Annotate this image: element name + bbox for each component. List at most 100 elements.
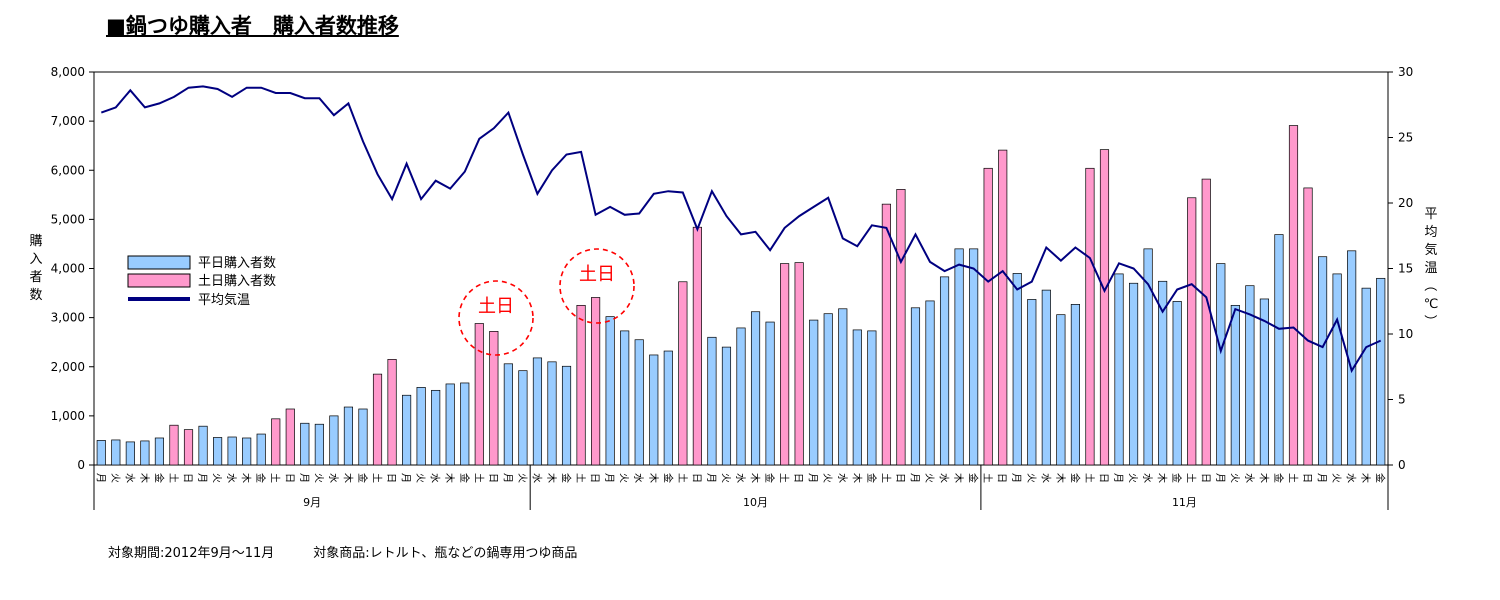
- x-tick-label: 日: [283, 473, 294, 483]
- weekday-bar: [242, 437, 252, 466]
- weekend-bar: [1303, 187, 1313, 466]
- weekend-bar: [576, 304, 586, 466]
- weekday-bar: [198, 425, 208, 466]
- weekend-bar: [780, 263, 790, 466]
- x-tick-label: 木: [952, 473, 964, 483]
- x-tick-label: 日: [792, 473, 803, 483]
- x-tick-label: 月: [909, 473, 921, 483]
- weekday-bar: [809, 319, 819, 466]
- y-right-label-char: ℃: [1424, 297, 1439, 312]
- y-left-tick-label: 5,000: [51, 212, 85, 226]
- weekday-bar: [1056, 314, 1066, 466]
- weekday-bar: [925, 300, 935, 466]
- y-left-tick-label: 6,000: [51, 163, 85, 177]
- weekday-bar: [1027, 299, 1037, 466]
- month-label: 9月: [303, 496, 321, 509]
- weekday-bar: [96, 440, 106, 466]
- weekday-bar: [1216, 263, 1226, 466]
- weekday-bar: [329, 415, 339, 466]
- x-tick-label: 火: [1330, 473, 1342, 483]
- x-tick-label: 土: [167, 473, 180, 483]
- x-tick-label: 日: [182, 473, 193, 483]
- x-tick-label: 水: [836, 473, 848, 483]
- weekend-bar: [794, 262, 804, 466]
- x-tick-label: 金: [967, 473, 980, 483]
- weekday-bar: [227, 436, 237, 466]
- weekday-bar: [561, 365, 572, 466]
- weekday-bar: [1143, 248, 1153, 466]
- y-right-label-char: （: [1422, 278, 1437, 291]
- weekday-bar: [765, 321, 775, 466]
- x-tick-label: 火: [1025, 473, 1037, 483]
- weekday-bar: [532, 357, 543, 466]
- legend-weekday-swatch: [127, 255, 191, 270]
- annotation-circle: [458, 280, 534, 356]
- weekend-bar: [983, 167, 993, 466]
- weekday-bar: [416, 387, 426, 466]
- page-title: ■鍋つゆ購入者 購入者数推移: [106, 14, 399, 38]
- weekday-bar: [663, 350, 673, 466]
- weekday-bar: [1012, 273, 1022, 466]
- x-tick-label: 木: [850, 473, 862, 483]
- weekend-bar: [474, 323, 484, 466]
- weekday-bar: [823, 313, 833, 466]
- x-tick-label: 水: [225, 473, 237, 483]
- x-tick-label: 月: [1214, 473, 1226, 483]
- x-tick-label: 木: [1257, 473, 1269, 483]
- weekday-bar: [707, 336, 717, 466]
- x-tick-label: 水: [1141, 473, 1153, 483]
- weekday-bar: [1041, 289, 1051, 466]
- weekday-bar: [1114, 273, 1124, 466]
- weekday-bar: [649, 354, 659, 466]
- x-tick-label: 木: [1156, 473, 1168, 483]
- y-right-tick-label: 30: [1398, 65, 1413, 79]
- weekday-bar: [1172, 301, 1182, 466]
- y-right-tick-label: 5: [1398, 393, 1406, 407]
- x-tick-label: 木: [341, 473, 353, 483]
- weekday-bar: [634, 339, 644, 466]
- x-tick-label: 火: [312, 473, 324, 483]
- x-tick-label: 金: [1068, 473, 1081, 483]
- month-label: 10月: [743, 496, 768, 509]
- y-right-label-char: 気: [1424, 242, 1437, 258]
- weekday-bar: [154, 437, 164, 466]
- legend-weekend-label: 土日購入者数: [198, 274, 276, 289]
- x-tick-label: 金: [152, 473, 165, 483]
- x-tick-label: 月: [1010, 473, 1022, 483]
- weekday-bar: [358, 408, 368, 466]
- x-tick-label: 月: [400, 473, 412, 483]
- weekday-bar: [954, 248, 964, 466]
- weekend-bar: [591, 297, 601, 466]
- weekday-bar: [140, 440, 150, 466]
- x-tick-label: 土: [371, 473, 384, 483]
- y-left-tick-label: 4,000: [51, 262, 85, 276]
- y-left-tick-label: 0: [77, 458, 85, 472]
- weekday-bar: [1245, 285, 1255, 466]
- weekday-bar: [910, 307, 921, 466]
- weekend-bar: [1288, 125, 1299, 466]
- x-tick-label: 土: [269, 473, 282, 483]
- weekend-bar: [387, 359, 397, 466]
- x-tick-label: 日: [487, 473, 498, 483]
- y-right-label-char: ）: [1422, 314, 1437, 327]
- weekday-bar: [852, 329, 862, 466]
- weekend-bar: [271, 418, 281, 466]
- weekday-bar: [111, 439, 121, 466]
- x-tick-label: 金: [1272, 473, 1285, 483]
- weekday-bar: [1274, 234, 1284, 466]
- weekday-bar: [431, 389, 441, 466]
- y-right-tick-label: 20: [1398, 196, 1413, 210]
- y-left-tick-label: 3,000: [51, 311, 85, 325]
- x-tick-label: 水: [429, 473, 441, 483]
- y-left-label-char: 入: [29, 252, 42, 267]
- weekend-bar: [692, 226, 702, 466]
- x-tick-label: 水: [123, 473, 135, 483]
- x-tick-label: 火: [1228, 473, 1240, 483]
- weekday-bar: [1070, 304, 1080, 466]
- weekday-bar: [518, 370, 528, 466]
- x-tick-label: 日: [1199, 473, 1210, 483]
- weekday-bar: [547, 361, 557, 466]
- x-tick-label: 土: [472, 473, 485, 483]
- legend-weekend-swatch: [127, 273, 191, 288]
- footnote: 対象期間:2012年9月〜11月 対象商品:レトルト、瓶などの鍋専用つゆ商品: [108, 546, 578, 561]
